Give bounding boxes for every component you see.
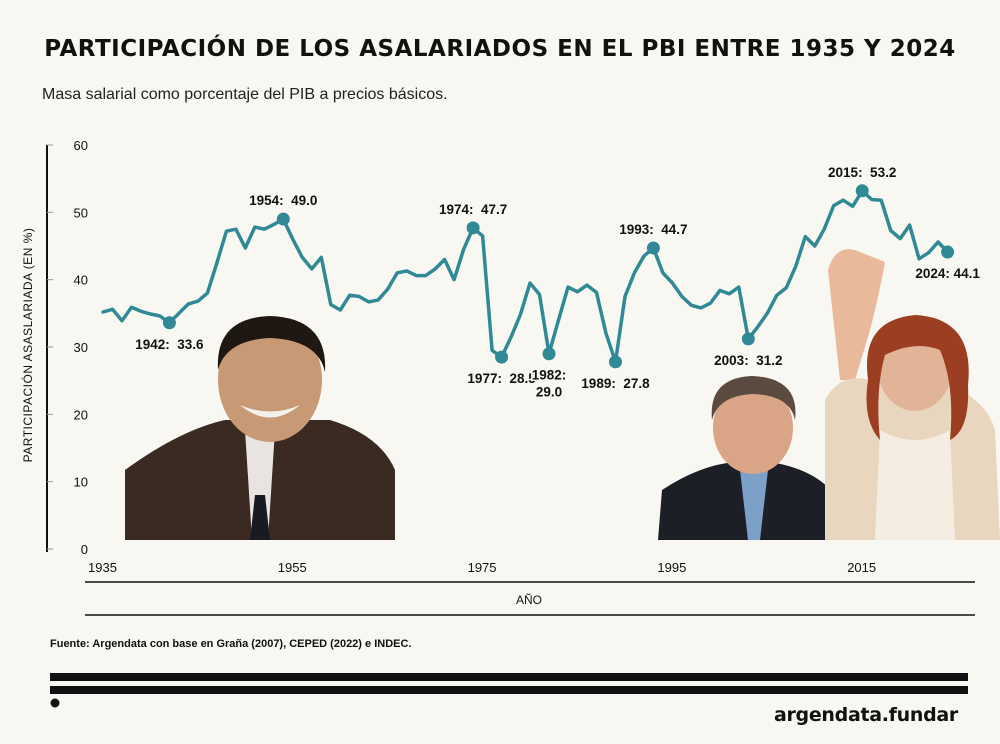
data-point-1977 (495, 350, 509, 364)
data-label-1982-value: 29.0 (536, 385, 562, 400)
data-point-1974 (466, 221, 480, 235)
data-point-1989 (608, 355, 622, 369)
data-label-1982: 1982: (532, 368, 567, 383)
photo-kirchner (658, 376, 838, 540)
data-point-1982 (542, 347, 556, 361)
chart-subtitle: Masa salarial como porcentaje del PIB a … (42, 86, 448, 103)
footer-bar-1 (50, 673, 968, 681)
y-tick-label: 10 (74, 475, 88, 490)
chart-title: PARTICIPACIÓN DE LOS ASALARIADOS EN EL P… (44, 36, 956, 62)
data-point-1942 (162, 316, 176, 330)
y-tick-label: 0 (81, 542, 88, 557)
data-label-1993: 1993: 44.7 (619, 222, 687, 237)
data-point-2015 (855, 184, 869, 198)
x-tick-label: 1935 (88, 560, 117, 575)
data-label-1974: 1974: 47.7 (439, 202, 507, 217)
data-point-1993 (646, 241, 660, 255)
x-tick-label: 1995 (657, 560, 686, 575)
data-label-1942: 1942: 33.6 (135, 337, 204, 352)
data-point-2024 (941, 245, 955, 259)
x-tick-label: 2015 (847, 560, 876, 575)
y-tick-label: 20 (74, 407, 88, 422)
photo-peron (125, 316, 395, 540)
data-label-1977: 1977: 28.5 (467, 371, 536, 386)
data-label-1989: 1989: 27.8 (581, 376, 650, 391)
data-point-2003 (741, 332, 755, 346)
x-axis-label: AÑO (516, 593, 543, 607)
x-tick-label: 1955 (278, 560, 307, 575)
data-label-2024: 2024: 44.1 (915, 266, 980, 281)
y-tick-label: 50 (74, 205, 88, 220)
series-line (101, 189, 950, 364)
source-note: Fuente: Argendata con base en Graña (200… (50, 638, 412, 650)
x-tick-label: 1975 (468, 560, 497, 575)
data-label-2003: 2003: 31.2 (714, 353, 782, 368)
footer-bar-2 (50, 686, 968, 694)
photo-cristina (825, 249, 1000, 540)
y-tick-label: 40 (74, 273, 88, 288)
data-point-1954 (276, 212, 290, 226)
y-tick-label: 30 (74, 340, 88, 355)
y-tick-label: 60 (74, 138, 88, 153)
footer-dot (50, 698, 60, 708)
data-label-1954: 1954: 49.0 (249, 193, 317, 208)
data-label-2015: 2015: 53.2 (828, 165, 896, 180)
brand-logo: argendata.fundar (773, 704, 958, 726)
